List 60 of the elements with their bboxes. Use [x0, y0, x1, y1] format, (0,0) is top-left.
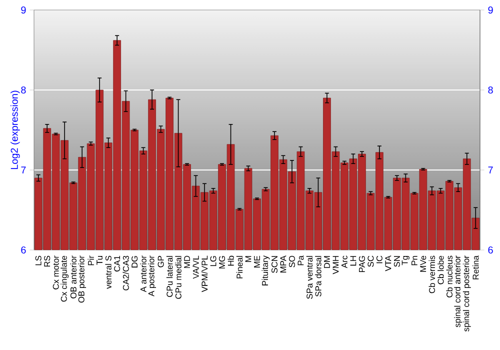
x-tick-label: SC [368, 256, 374, 267]
x-tick-label: A posterior [148, 256, 156, 296]
x-tick-label: ventral S [105, 256, 112, 289]
y2-tick-label: 8 [488, 86, 493, 94]
x-tick-label: MG [219, 256, 226, 268]
y2-tick-label: 6 [488, 246, 493, 254]
x-tick-label: Pituitary [262, 255, 270, 286]
y-tick-label: 9 [21, 6, 26, 14]
x-tick-label: MPA [280, 255, 286, 272]
y2-tick-label: 9 [488, 6, 493, 14]
y2-tick-label: 7 [488, 166, 493, 174]
x-tick-label: MD [184, 256, 190, 268]
y-tick-label: 7 [21, 166, 26, 174]
x-tick-label: SO [288, 256, 295, 268]
x-tick-label: Tu [96, 256, 103, 265]
x-tick-label: Cb lobe [438, 256, 444, 284]
x-tick-label: Pineal [236, 256, 243, 278]
x-tick-label: Cx motor [52, 256, 59, 290]
x-tick-label: SPa ventral [306, 256, 313, 299]
x-tick-label: VA/VL [192, 256, 199, 279]
x-tick-label: Cb nucleus [446, 256, 452, 298]
x-tick-label: LG [210, 256, 216, 266]
x-tick-label: CPu medial [175, 256, 182, 299]
x-tick-label: OB posterior [78, 256, 86, 303]
x-tick-label: Arc [341, 256, 348, 268]
x-tick-label: Hb [228, 256, 234, 266]
x-tick-label: LH [350, 256, 356, 266]
x-tick-label: SN [394, 256, 400, 267]
x-tick-label: DG [132, 256, 138, 268]
x-tick-label: spinal cord posterior [462, 256, 471, 332]
y-tick-label: 6 [21, 246, 26, 254]
x-tick-label: SCN [272, 256, 278, 273]
x-tick-label: CA1 [114, 256, 120, 272]
x-tick-label: Pir [88, 256, 94, 266]
x-tick-label: Pn [411, 256, 418, 266]
x-tick-label: IC [376, 256, 382, 264]
x-tick-label: DM [324, 256, 330, 268]
x-tick-label: spinal cord anterior [454, 256, 462, 328]
x-tick-label: M [245, 256, 252, 262]
x-tick-label: CPu lateral [166, 256, 173, 297]
y-axis-title: Log2 (expression) [10, 90, 20, 170]
x-tick-label: Tg [402, 256, 410, 266]
x-tick-label: Retina [472, 255, 479, 280]
x-tick-label: Cx cingulate [60, 256, 69, 302]
x-tick-label: CA2/CA3 [122, 256, 129, 290]
x-tick-label: VTA [385, 255, 392, 272]
x-tick-label: OB anterior [70, 256, 76, 298]
y-tick-label: 8 [21, 86, 26, 94]
x-tick-label: VMH [332, 256, 339, 274]
x-tick-label: ME [254, 256, 260, 268]
x-tick-label: RS [44, 256, 50, 267]
x-tick-label: MVe [420, 256, 426, 272]
x-tick-label: LS [35, 256, 42, 266]
x-tick-label: Cb vermis [428, 256, 436, 294]
x-tick-label: GP [158, 256, 164, 268]
x-tick-label: A anterior [140, 256, 146, 292]
x-tick-label: SPa dorsal [315, 256, 322, 296]
x-tick-label: PAG [358, 256, 365, 272]
x-tick-label: VPM/VPL [201, 256, 208, 292]
x-tick-label: Pa [298, 255, 304, 266]
